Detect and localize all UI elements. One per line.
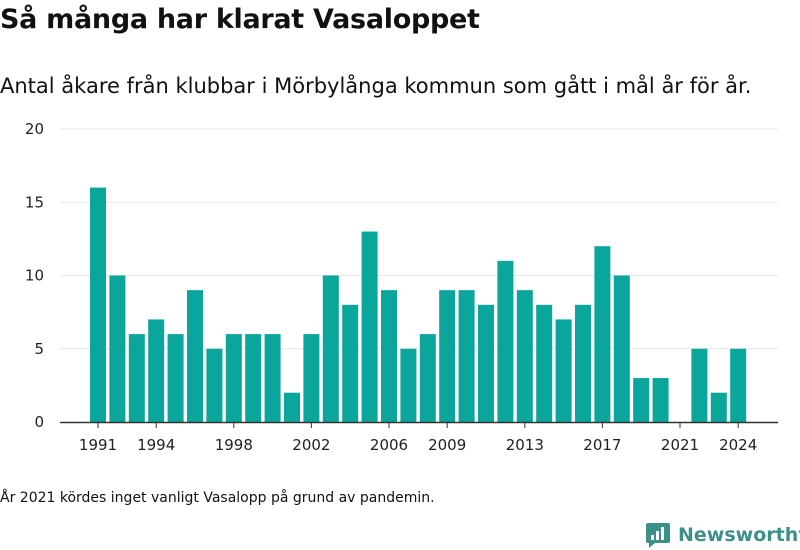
bar-2024 xyxy=(730,348,747,422)
x-tick-label: 2017 xyxy=(583,436,621,454)
bar-2010 xyxy=(458,290,475,422)
bar-2020 xyxy=(652,378,669,422)
bar-2000 xyxy=(264,334,281,422)
bar-2015 xyxy=(555,319,572,422)
bar-1992 xyxy=(109,275,126,422)
bar-2001 xyxy=(284,392,300,422)
x-tick-label: 1994 xyxy=(137,436,175,454)
bar-2013 xyxy=(516,290,533,422)
x-tick-label: 2009 xyxy=(428,436,466,454)
x-tick-label: 1991 xyxy=(79,436,117,454)
bar-2014 xyxy=(536,304,553,422)
chart-subtitle: Antal åkare från klubbar i Mörbylånga ko… xyxy=(0,74,752,98)
bar-2019 xyxy=(633,378,650,422)
bar-2005 xyxy=(361,231,378,422)
bar-2008 xyxy=(419,334,436,422)
y-tick-label: 15 xyxy=(25,193,44,211)
y-tick-labels: 0 5 10 15 20 xyxy=(25,120,44,431)
bar-2006 xyxy=(381,290,397,422)
bar-2016 xyxy=(575,304,591,422)
brand-name: Newsworthy xyxy=(678,524,800,546)
bar-1996 xyxy=(187,290,203,422)
bar-1999 xyxy=(245,334,262,422)
brand-logo: Newsworthy xyxy=(645,520,800,550)
x-tick-label: 1998 xyxy=(215,436,253,454)
y-tick-label: 20 xyxy=(25,120,44,138)
bar-2023 xyxy=(710,392,727,422)
bar-2012 xyxy=(497,260,514,422)
bar-2002 xyxy=(303,334,320,422)
bar-1998 xyxy=(225,334,242,422)
x-tick-label: 2013 xyxy=(506,436,544,454)
bar-2009 xyxy=(439,290,456,422)
chart-title: Så många har klarat Vasaloppet xyxy=(0,4,480,35)
y-tick-label: 10 xyxy=(25,267,44,285)
bar-2018 xyxy=(613,275,630,422)
bar-1995 xyxy=(167,334,184,422)
bar-1991 xyxy=(90,187,106,422)
bars xyxy=(90,187,747,422)
bar-2007 xyxy=(400,348,417,422)
x-tick-labels: 1991 1994 1998 2002 2006 2009 2013 2017 2021 2024 xyxy=(79,422,757,454)
x-tick-label: 2002 xyxy=(292,436,330,454)
y-tick-label: 0 xyxy=(34,413,44,431)
y-tick-label: 5 xyxy=(34,340,44,358)
bar-1997 xyxy=(206,348,223,422)
x-tick-label: 2024 xyxy=(719,436,757,454)
footnote: År 2021 kördes inget vanligt Vasalopp på… xyxy=(0,490,435,506)
x-tick-label: 2021 xyxy=(661,436,699,454)
bar-2022 xyxy=(691,348,708,422)
bar-2003 xyxy=(322,275,339,422)
x-tick-label: 2006 xyxy=(370,436,408,454)
bar-1993 xyxy=(128,334,145,422)
gridlines xyxy=(60,128,778,350)
bar-1994 xyxy=(148,319,165,422)
bar-2011 xyxy=(478,304,494,422)
bar-2004 xyxy=(342,304,359,422)
bar-2017 xyxy=(594,246,611,422)
bar-chart: 0 5 10 15 20 1991 1994 1998 2002 2006 2009 2013 201… xyxy=(25,120,778,454)
newsworthy-logo-icon xyxy=(646,523,670,548)
